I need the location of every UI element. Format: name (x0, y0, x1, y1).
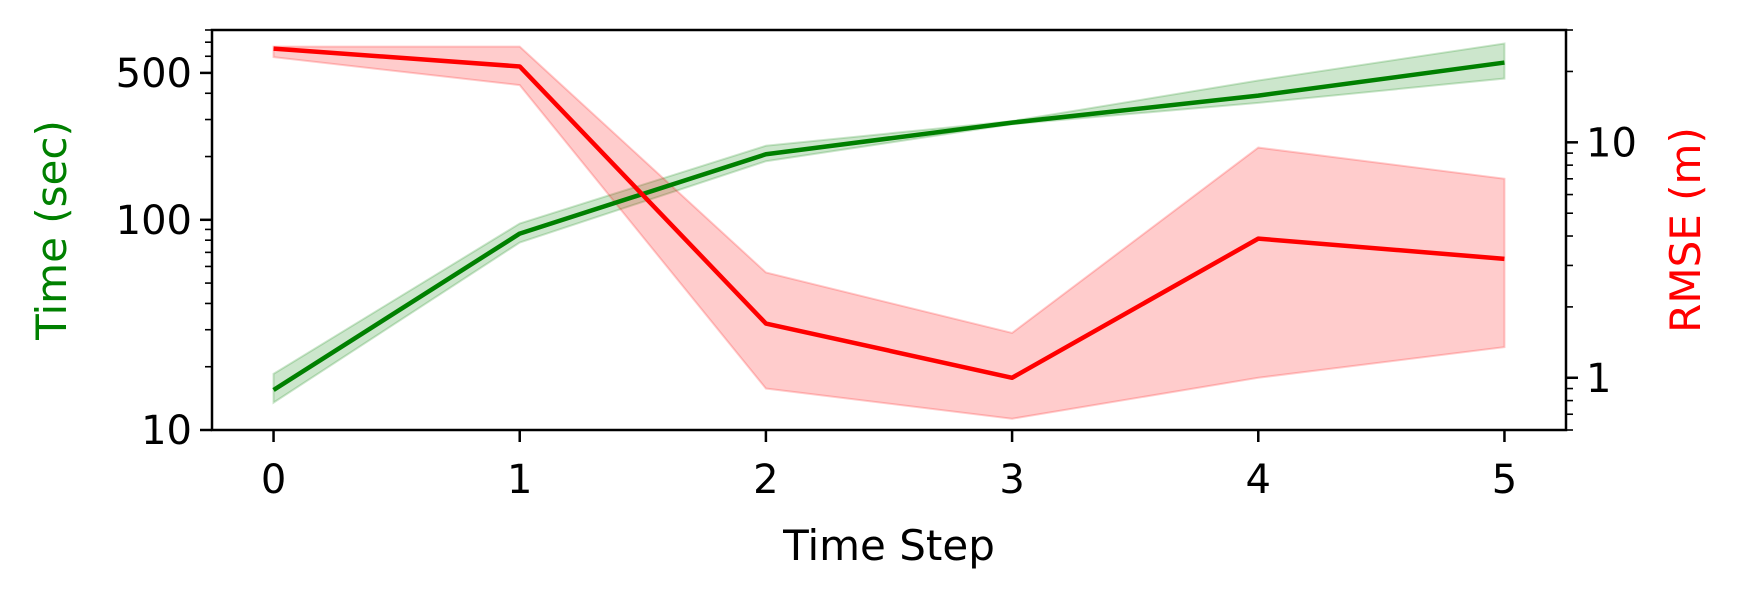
left-tick-label: 100 (116, 198, 192, 244)
line-right-axis-series (273, 46, 1505, 381)
series-lines (272, 46, 1505, 392)
x-axis: 0 1 2 3 4 5 (261, 430, 1517, 503)
x-tick-label: 4 (1246, 457, 1271, 503)
left-y-axis-label: Time (sec) (27, 120, 76, 341)
right-y-axis-label: RMSE (m) (1661, 127, 1710, 333)
left-tick-label: 500 (116, 51, 192, 97)
right-tick-label: 10 (1586, 120, 1637, 166)
x-tick-label: 0 (261, 457, 286, 503)
left-tick-label: 10 (141, 408, 192, 454)
left-y-axis: 10 100 500 (116, 29, 212, 454)
confidence-bands (272, 42, 1506, 420)
line-left-axis-series (272, 60, 1505, 392)
x-tick-label: 1 (507, 457, 532, 503)
band-right-axis-series (272, 45, 1506, 420)
right-y-axis: 1 10 (1566, 29, 1637, 431)
x-tick-label: 3 (999, 457, 1024, 503)
right-tick-label: 1 (1586, 356, 1611, 402)
x-axis-label: Time Step (782, 521, 995, 570)
x-tick-label: 2 (753, 457, 778, 503)
x-tick-label: 5 (1492, 457, 1517, 503)
